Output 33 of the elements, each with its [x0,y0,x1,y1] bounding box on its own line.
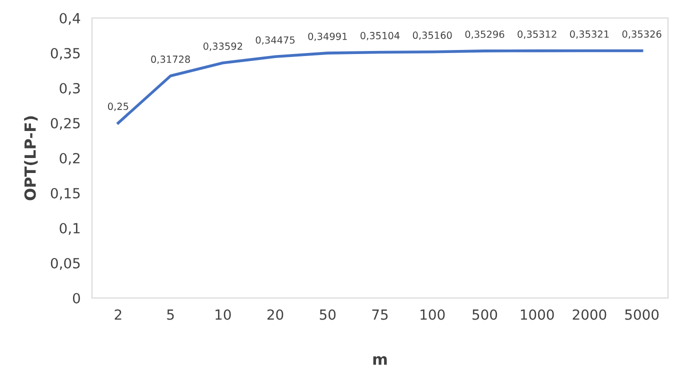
data-label: 0,34991 [308,32,347,42]
x-tick-label: 2 [114,309,122,320]
data-label: 0,34475 [256,36,295,45]
x-tick-label: 20 [267,309,284,320]
x-axis-title: m [373,356,387,365]
y-tick-label: 0,2 [60,152,80,165]
data-label: 0,35296 [465,30,504,39]
x-tick-label: 75 [372,310,388,320]
y-tick-label: 0,4 [60,12,80,25]
data-label: 0,33592 [203,42,242,51]
data-label: 0,35160 [412,32,452,40]
y-tick-label: 0,25 [50,118,80,130]
data-label: 0,35321 [570,30,609,39]
x-tick-label: 500 [472,309,498,320]
data-label: 0,35326 [622,30,662,39]
x-tick-label: 10 [216,309,231,320]
y-tick-label: 0,3 [60,82,80,95]
data-label: 0,35312 [518,30,556,39]
data-label: 0,31728 [151,56,190,64]
data-label: 0,25 [108,102,128,111]
y-tick-label: 0,05 [50,258,80,270]
y-tick-label: 0,35 [50,48,80,60]
x-tick-label: 2000 [572,309,606,320]
x-tick-label: 50 [320,309,336,320]
y-tick-label: 0 [72,292,80,304]
y-tick-label: 0,1 [60,222,80,235]
x-tick-label: 1000 [520,309,554,320]
y-tick-label: 0,15 [50,188,80,200]
x-tick-label: 100 [420,309,445,320]
y-axis-title: OPT(LP-F) [24,116,38,200]
x-tick-label: 5 [167,310,174,320]
x-tick-label: 5000 [625,309,659,320]
data-label: 0,35104 [360,32,400,40]
